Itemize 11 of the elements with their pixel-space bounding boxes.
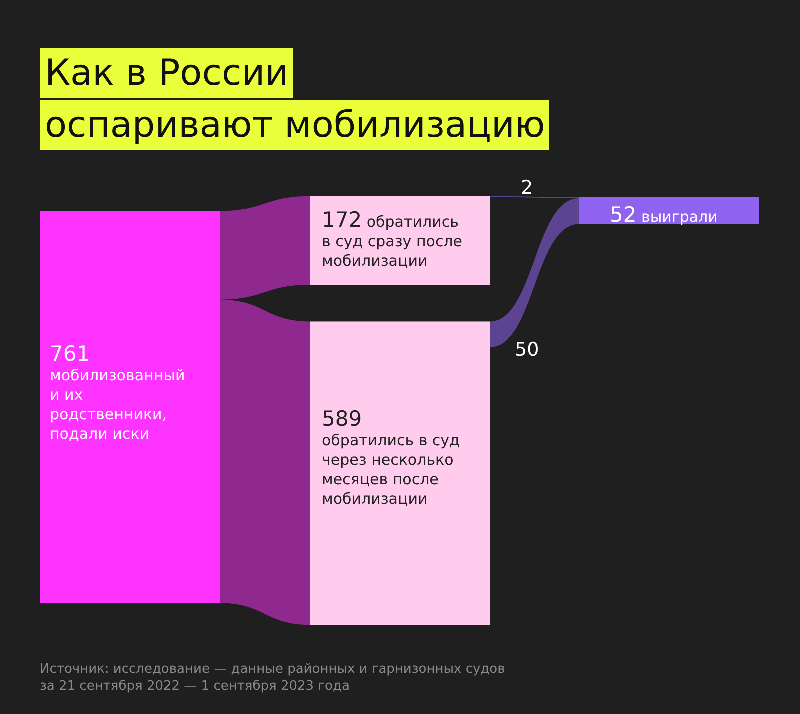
text: Как в России оспаривают мобилизацию [45,53,546,146]
category-label: мобилизованный и их родственники, подали иски [50,366,186,443]
data-label: 761 [50,342,90,366]
data-label: 50 [515,339,540,361]
category-label: обратились в суд через несколько месяцев после мобилизации [322,432,460,508]
data-label: 589 [322,407,362,431]
data-label: 52 [610,203,637,227]
data-label: 2 [521,177,534,199]
text: Источник: исследование — данные районных и гарнизонных судов за 21 сентября 2022 — 1 сентября 2023 года [40,662,506,694]
category-label: выиграли [642,208,718,226]
data-label: 172 [322,208,362,232]
